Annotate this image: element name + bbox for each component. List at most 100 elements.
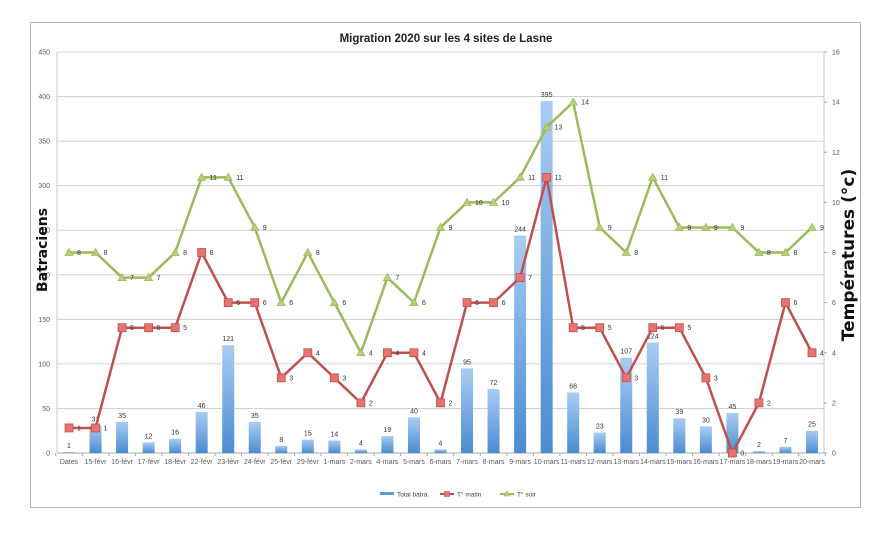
right-tick-label: 12 bbox=[832, 150, 840, 157]
point-value-label: 9 bbox=[714, 225, 718, 232]
bar bbox=[752, 451, 765, 453]
bar bbox=[169, 438, 182, 453]
bar-value-label: 16 bbox=[171, 430, 179, 437]
left-tick-label: 150 bbox=[38, 317, 50, 324]
bar-value-label: 12 bbox=[145, 433, 153, 440]
left-axis-ticks: 0 50 100 150 200 250 300 350 400 450 bbox=[38, 50, 50, 458]
chart-legend: Total batra. T° matin T° soir bbox=[380, 490, 537, 499]
square-marker-icon bbox=[781, 298, 790, 308]
triangle-marker-icon bbox=[382, 272, 393, 281]
square-marker-icon bbox=[383, 348, 392, 358]
bar bbox=[487, 388, 500, 453]
point-value-label: 9 bbox=[740, 225, 744, 232]
bar-value-label: 46 bbox=[198, 403, 206, 410]
square-marker-icon bbox=[542, 172, 552, 182]
right-axis-ticks: 0 2 4 6 8 10 12 14 16 bbox=[824, 50, 840, 458]
square-marker-icon bbox=[462, 298, 472, 308]
point-value-label: 3 bbox=[342, 375, 346, 382]
right-tick-label: 10 bbox=[832, 200, 840, 207]
right-tick-label: 16 bbox=[832, 50, 840, 57]
chart-title: Migration 2020 sur les 4 sites de Lasne bbox=[340, 33, 553, 45]
left-tick-label: 250 bbox=[38, 228, 50, 235]
square-marker-icon bbox=[409, 348, 419, 358]
point-value-label: 8 bbox=[767, 250, 771, 257]
point-value-label: 11 bbox=[210, 175, 217, 182]
x-tick-label: 17-févr bbox=[138, 459, 160, 466]
left-tick-label: 400 bbox=[38, 94, 50, 101]
point-value-label: 6 bbox=[422, 300, 426, 307]
x-tick-label: 16-mars bbox=[693, 459, 719, 466]
bar-value-label: 39 bbox=[675, 409, 683, 416]
y-axis-title-right: Températures (°c) bbox=[839, 169, 859, 341]
square-marker-icon bbox=[515, 273, 525, 282]
bar-value-label: 124 bbox=[647, 334, 659, 341]
line-T° matin bbox=[69, 176, 814, 455]
right-tick-label: 8 bbox=[832, 250, 836, 257]
point-value-label: 3 bbox=[714, 375, 718, 382]
legend-bar-swatch-icon bbox=[380, 492, 394, 495]
x-tick-label: 7-mars bbox=[456, 459, 478, 466]
point-value-label: 5 bbox=[130, 325, 134, 332]
bar-value-label: 23 bbox=[596, 424, 604, 431]
left-tick-label: 200 bbox=[38, 272, 50, 279]
triangle-marker-icon bbox=[170, 247, 180, 256]
bar-value-label: 4 bbox=[439, 440, 443, 447]
left-tick-label: 100 bbox=[38, 361, 50, 368]
triangle-marker-icon bbox=[488, 197, 499, 206]
x-tick-label: 13-mars bbox=[613, 459, 639, 466]
bar bbox=[673, 418, 686, 453]
triangle-marker-icon bbox=[648, 172, 658, 181]
bar-value-label: 72 bbox=[490, 380, 498, 387]
gridlines bbox=[55, 51, 826, 456]
triangle-marker-icon bbox=[780, 247, 791, 256]
triangle-marker-icon bbox=[196, 172, 207, 181]
x-tick-label: 15-févr bbox=[85, 459, 107, 466]
point-value-label: 6 bbox=[236, 300, 240, 307]
square-marker-icon bbox=[807, 348, 817, 358]
x-tick-label: 24-févr bbox=[244, 459, 266, 466]
point-value-label: 6 bbox=[342, 300, 346, 307]
bar bbox=[328, 440, 341, 453]
square-marker-icon bbox=[276, 373, 286, 383]
point-value-label: 11 bbox=[555, 175, 562, 182]
point-value-label: 11 bbox=[236, 175, 243, 182]
bar-value-label: 35 bbox=[251, 413, 259, 420]
bar bbox=[646, 342, 659, 453]
point-value-label: 8 bbox=[793, 250, 797, 257]
bar bbox=[142, 442, 155, 453]
x-tick-label: 12-mars bbox=[587, 459, 613, 466]
triangle-marker-icon bbox=[356, 347, 366, 357]
square-marker-icon bbox=[436, 398, 445, 408]
left-tick-label: 350 bbox=[38, 139, 50, 146]
bar bbox=[248, 421, 261, 453]
point-value-label: 9 bbox=[608, 225, 612, 232]
x-tick-label: 14-mars bbox=[640, 459, 666, 466]
triangle-marker-icon bbox=[701, 222, 711, 231]
point-value-label: 7 bbox=[157, 275, 161, 282]
square-marker-icon bbox=[648, 323, 658, 333]
x-tick-label: 22-févr bbox=[191, 459, 213, 466]
bar-value-label: 14 bbox=[330, 432, 338, 439]
point-value-label: 8 bbox=[210, 250, 214, 257]
bar bbox=[434, 449, 447, 453]
point-value-label: 5 bbox=[157, 325, 161, 332]
square-marker-icon bbox=[250, 298, 260, 308]
point-value-label: 8 bbox=[104, 250, 108, 257]
square-marker-icon bbox=[117, 323, 127, 333]
x-tick-label: 18-mars bbox=[746, 459, 772, 466]
point-value-label: 11 bbox=[661, 175, 668, 182]
x-tick-label: 10-mars bbox=[534, 459, 560, 466]
square-marker-icon bbox=[144, 323, 154, 333]
bar-value-label: 45 bbox=[728, 404, 736, 411]
point-value-label: 5 bbox=[581, 325, 585, 332]
triangle-marker-icon bbox=[727, 222, 738, 231]
triangle-marker-icon bbox=[409, 297, 419, 307]
triangle-marker-icon bbox=[515, 172, 525, 181]
bar-value-label: 7 bbox=[784, 438, 788, 445]
bar-value-label: 25 bbox=[808, 422, 816, 429]
triangle-marker-icon bbox=[621, 247, 631, 256]
bar bbox=[275, 445, 288, 453]
x-tick-label: 2-mars bbox=[350, 459, 372, 466]
x-tick-label: 25-févr bbox=[270, 459, 292, 466]
point-value-label: 8 bbox=[634, 250, 638, 257]
